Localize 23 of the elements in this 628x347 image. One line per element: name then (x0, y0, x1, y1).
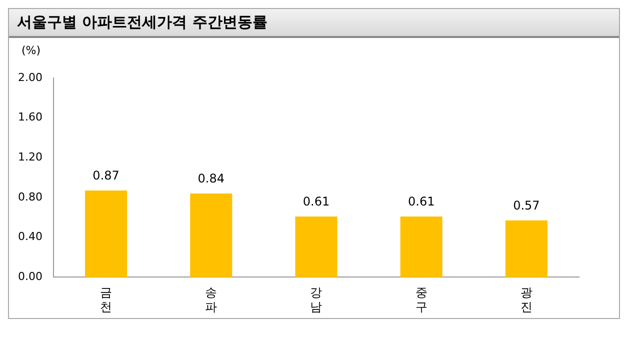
y-tick-label: 0.00 (18, 270, 42, 284)
x-tick-label: 중구 (415, 286, 428, 314)
y-tick-label: 1.20 (18, 150, 42, 164)
bar (190, 194, 232, 278)
y-axis-title: (%) (21, 44, 41, 57)
data-label: 0.61 (408, 194, 435, 209)
data-label: 0.87 (92, 168, 120, 183)
x-tick-label: 강남 (310, 286, 322, 314)
bar (295, 216, 338, 278)
x-tick-label: 광진 (520, 286, 532, 314)
data-label: 0.57 (513, 198, 540, 213)
y-tick-label: 2.00 (18, 70, 42, 84)
y-tick-label: 1.60 (18, 110, 42, 124)
data-label: 0.61 (302, 194, 330, 209)
chart-title: 서울구별 아파트전세가격 주간변동률 (9, 9, 619, 38)
y-tick-label: 0.40 (18, 230, 42, 244)
data-label: 0.84 (198, 172, 225, 186)
x-tick-label: 금천 (100, 286, 112, 314)
bar (400, 216, 442, 278)
y-tick-label: 0.80 (18, 190, 42, 204)
bar (85, 190, 128, 278)
bar (505, 220, 548, 278)
x-tick-label: 송파 (205, 286, 218, 314)
